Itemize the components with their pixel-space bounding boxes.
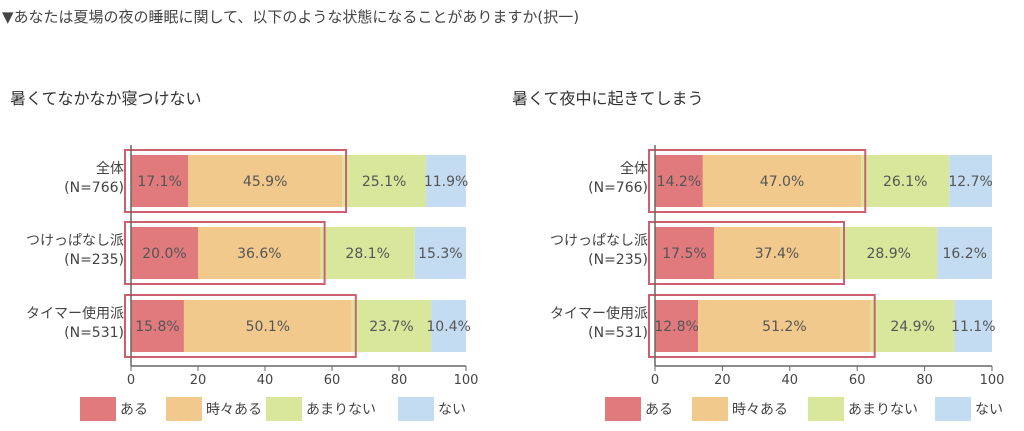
bar-segment	[861, 155, 950, 207]
x-tick-label: 40	[257, 373, 274, 388]
data-label: 45.9%	[243, 174, 287, 190]
bar-segment	[713, 227, 841, 279]
x-tick-label: 20	[714, 373, 731, 388]
data-label: 51.2%	[762, 319, 806, 335]
bar-segment	[131, 227, 198, 279]
category-label: つけっぱなし派	[26, 233, 124, 249]
chart-title: 暑くて夜中に起きてしまう	[512, 89, 704, 108]
highlight-frame	[648, 294, 876, 358]
legend-swatch	[935, 397, 971, 421]
bar-segment	[426, 155, 466, 207]
x-tick-label: 0	[127, 373, 135, 388]
category-label: (N=766)	[588, 180, 648, 196]
bar-segment	[320, 227, 415, 279]
bar-segment	[351, 300, 432, 352]
data-label: 11.9%	[424, 174, 468, 190]
legend-swatch	[166, 397, 202, 421]
legend-label: ある	[645, 402, 673, 418]
category-label: タイマー使用派	[26, 305, 124, 322]
data-label: 17.5%	[662, 246, 706, 262]
category-label: (N=766)	[64, 180, 124, 196]
bar-segment	[655, 155, 703, 207]
legend-swatch	[266, 397, 302, 421]
category-label: (N=235)	[64, 252, 124, 268]
x-tick-label: 80	[391, 373, 408, 388]
bar-segment	[131, 155, 189, 207]
data-label: 20.0%	[142, 246, 186, 262]
x-tick-label: 100	[980, 373, 1005, 388]
bar-segment	[198, 227, 321, 279]
x-tick-label: 20	[190, 373, 207, 388]
data-label: 37.4%	[755, 246, 799, 262]
data-label: 14.2%	[657, 174, 701, 190]
bar-segment	[937, 227, 992, 279]
highlight-frame	[124, 149, 348, 213]
bar-segment	[431, 300, 466, 352]
x-tick-label: 60	[324, 373, 341, 388]
x-tick-label: 40	[782, 373, 799, 388]
bar-segment	[655, 300, 699, 352]
category-label: つけっぱなし派	[550, 233, 648, 249]
data-label: 26.1%	[883, 174, 927, 190]
data-label: 16.2%	[942, 246, 986, 262]
data-label: 28.1%	[345, 246, 389, 262]
data-label: 12.7%	[948, 174, 992, 190]
legend-label: ある	[120, 402, 148, 418]
bar-segment	[702, 155, 862, 207]
category-label: 全体	[620, 160, 648, 177]
data-label: 23.7%	[369, 319, 413, 335]
bar-segment	[414, 227, 466, 279]
bar-segment	[698, 300, 871, 352]
data-label: 12.8%	[654, 319, 698, 335]
highlight-frame	[648, 221, 846, 285]
legend-swatch	[398, 397, 434, 421]
data-label: 50.1%	[246, 319, 290, 335]
data-label: 15.8%	[135, 319, 179, 335]
bar-segment	[949, 155, 992, 207]
bar-segment	[131, 300, 184, 352]
highlight-frame	[124, 294, 357, 358]
category-label: (N=531)	[64, 325, 124, 341]
chart-title: 暑くてなかなか寝つけない	[10, 89, 202, 108]
data-label: 36.6%	[237, 246, 281, 262]
bar-segment	[870, 300, 955, 352]
bar-segment	[183, 300, 352, 352]
data-label: 47.0%	[760, 174, 804, 190]
category-label: タイマー使用派	[550, 305, 648, 322]
highlight-frame	[648, 149, 867, 213]
legend-label: ない	[975, 402, 1003, 418]
data-label: 24.9%	[890, 319, 934, 335]
category-label: (N=235)	[588, 252, 648, 268]
bar-segment	[342, 155, 427, 207]
legend-label: ない	[438, 402, 466, 418]
bar-segment	[188, 155, 343, 207]
x-tick-label: 0	[651, 373, 659, 388]
category-label: 全体	[96, 160, 124, 177]
bar-segment	[954, 300, 992, 352]
x-tick-label: 100	[454, 373, 479, 388]
legend-label: 時々ある	[206, 402, 262, 418]
legend-label: あまりない	[306, 402, 376, 418]
legend-swatch	[80, 397, 116, 421]
x-tick-label: 60	[849, 373, 866, 388]
bar-segment	[655, 227, 714, 279]
legend-label: あまりない	[848, 402, 918, 418]
legend-swatch	[808, 397, 844, 421]
category-label: (N=531)	[588, 325, 648, 341]
data-label: 15.3%	[418, 246, 462, 262]
data-label: 25.1%	[362, 174, 406, 190]
data-label: 11.1%	[951, 319, 995, 335]
question-text: ▼あなたは夏場の夜の睡眠に関して、以下のような状態になることがありますか(択一)	[2, 8, 580, 26]
x-tick-label: 80	[916, 373, 933, 388]
legend-swatch	[605, 397, 641, 421]
legend-swatch	[692, 397, 728, 421]
data-label: 17.1%	[137, 174, 181, 190]
bar-segment	[840, 227, 938, 279]
highlight-frame	[124, 221, 326, 285]
data-label: 10.4%	[426, 319, 470, 335]
legend-label: 時々ある	[732, 402, 788, 418]
data-label: 28.9%	[866, 246, 910, 262]
